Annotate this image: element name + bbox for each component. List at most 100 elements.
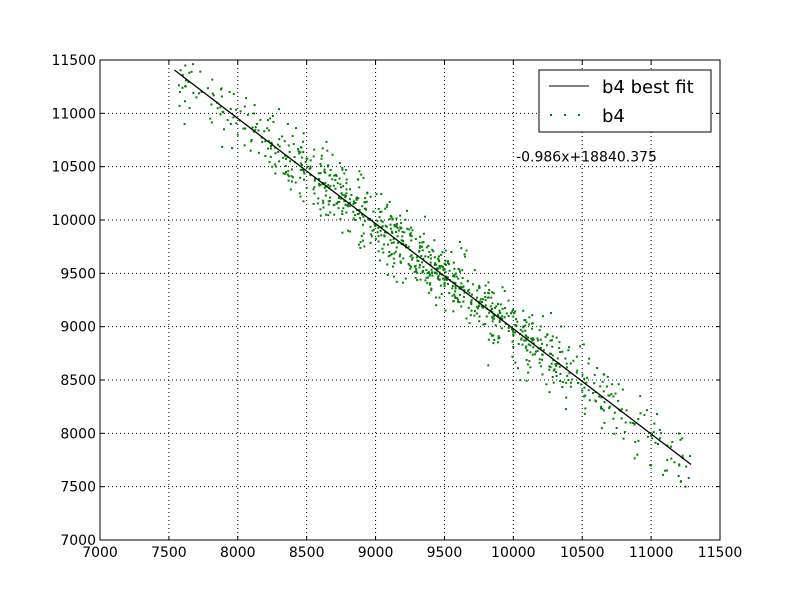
scatter-point [422,265,425,268]
scatter-point [521,343,524,346]
scatter-point [435,267,438,270]
scatter-point [519,328,522,331]
scatter-point [334,173,337,176]
scatter-point [421,241,424,244]
scatter-point [427,291,430,294]
scatter-point [426,272,429,275]
scatter-point [394,250,397,253]
scatter-point [312,155,315,158]
scatter-point [363,201,366,204]
scatter-point [514,361,517,364]
scatter-point [287,179,290,182]
scatter-point [338,195,341,198]
scatter-point [511,308,514,311]
scatter-point [617,399,620,402]
scatter-point [347,203,350,206]
scatter-point [392,257,395,260]
scatter-point [389,223,392,226]
scatter-point [458,293,461,296]
scatter-point [429,254,432,257]
scatter-point [324,194,327,197]
scatter-point [435,304,438,307]
scatter-point [460,282,463,285]
scatter-point [341,168,344,171]
scatter-point [400,239,403,242]
scatter-point [267,119,270,122]
scatter-point [527,336,530,339]
scatter-point [250,140,253,143]
scatter-point [549,366,552,369]
scatter-point [413,270,416,273]
scatter-point [460,305,463,308]
scatter-point [569,362,572,365]
legend-label: b4 [602,106,625,127]
scatter-point [571,378,574,381]
scatter-point [646,435,649,438]
scatter-point [512,315,515,318]
scatter-point [603,401,606,404]
scatter-point [211,78,214,81]
scatter-point [411,258,414,261]
scatter-point [603,421,606,424]
scatter-point [373,223,376,226]
scatter-point [393,252,396,255]
scatter-point [345,178,348,181]
scatter-point [396,235,399,238]
scatter-point [320,154,323,157]
x-tick-label: 7500 [151,545,187,561]
scatter-point [366,191,369,194]
y-tick-label: 7500 [60,480,96,496]
scatter-point [369,225,372,228]
scatter-point [228,90,231,93]
scatter-point [532,346,535,349]
scatter-point [511,310,514,313]
scatter-point [300,156,303,159]
scatter-point [377,240,380,243]
scatter-point [512,345,515,348]
scatter-point [636,453,639,456]
scatter-point [567,349,570,352]
scatter-point [460,247,463,250]
scatter-point [364,207,367,210]
scatter-point [344,203,347,206]
scatter-point [532,342,535,345]
scatter-point [504,323,507,325]
scatter-point [344,168,347,171]
scatter-point [689,455,692,458]
scatter-point [512,331,515,333]
scatter-point [178,104,181,107]
scatter-point [527,343,530,346]
scatter-point [388,218,391,221]
y-tick-label: 11000 [51,106,96,122]
scatter-point [395,217,398,220]
scatter-point [600,405,603,408]
scatter-point [471,283,474,286]
scatter-point [382,251,385,254]
scatter-point [184,79,187,82]
scatter-point [424,255,427,258]
scatter-point [379,229,382,232]
scatter-point [442,277,445,280]
scatter-point [333,213,336,216]
scatter-point [301,140,304,143]
scatter-point [305,187,308,189]
scatter-point [313,186,316,189]
scatter-point [679,438,682,441]
scatter-point [358,208,361,211]
scatter-point [463,289,466,292]
scatter-point [328,199,331,202]
scatter-point [264,155,267,157]
y-tick-label: 10500 [51,160,96,176]
fit-line-series [174,69,692,465]
scatter-point [178,91,181,93]
scatter-point [666,444,669,447]
scatter-point [529,351,532,354]
scatter-point [497,337,500,340]
scatter-point [555,336,558,339]
scatter-point [479,298,482,301]
scatter-point [339,183,342,186]
scatter-point [434,271,437,274]
scatter-point [558,341,561,344]
scatter-point [623,431,626,434]
scatter-point [514,310,517,313]
